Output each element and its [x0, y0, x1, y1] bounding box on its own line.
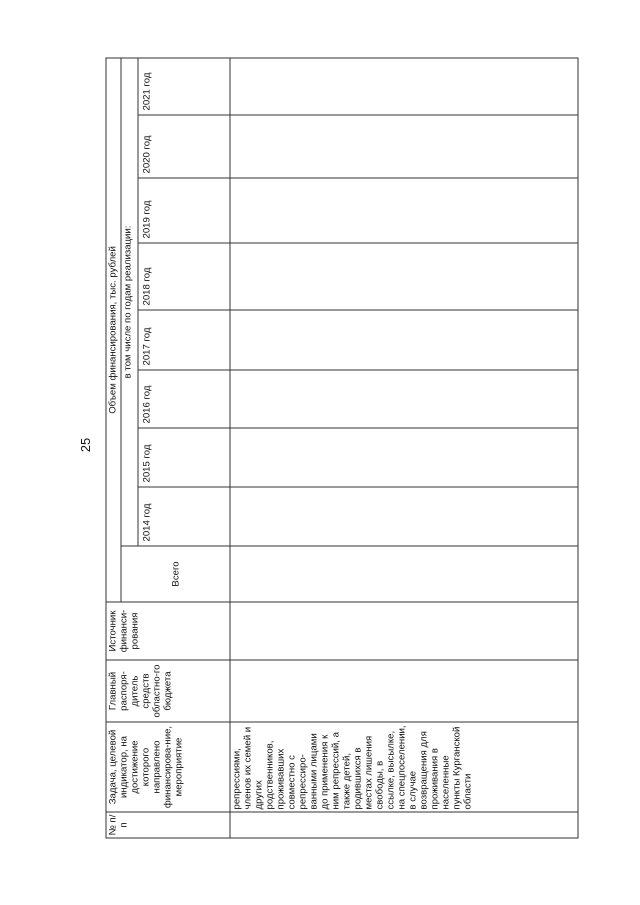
cell-num [229, 811, 578, 838]
cell-task: репрессиями, членов их семей и других ро… [229, 721, 578, 812]
header-year: 2016 год [137, 369, 230, 428]
header-year: 2017 год [137, 309, 230, 370]
header-year: 2020 год [137, 114, 230, 178]
funding-table: № п/п Задача, целевой индикатор, на дост… [105, 57, 578, 838]
cell-manager [229, 659, 578, 722]
header-num: № п/п [105, 811, 230, 838]
cell-total [229, 545, 578, 602]
table-row: репрессиями, членов их семей и других ро… [229, 57, 578, 838]
cell-year [229, 427, 578, 487]
cell-year [229, 177, 578, 243]
cell-source [229, 601, 578, 660]
header-manager: Главный распоря-дитель средств областно-… [105, 659, 230, 722]
rotated-table-container: № п/п Задача, целевой индикатор, на дост… [105, 57, 578, 838]
header-year: 2014 год [137, 486, 230, 546]
header-year: 2021 год [137, 57, 230, 115]
header-total: Всего [120, 545, 230, 602]
header-funding: Объем финансирования, тыс. рублей [105, 57, 121, 602]
header-source: Источник финанси-рования [105, 601, 230, 660]
cell-year [229, 57, 578, 115]
header-year: 2019 год [137, 177, 230, 243]
page-number: 25 [78, 437, 93, 453]
cell-year [229, 114, 578, 178]
cell-year [229, 309, 578, 370]
header-year: 2015 год [137, 427, 230, 487]
cell-year [229, 369, 578, 428]
header-by-years: в том числе по годам реализации: [120, 57, 138, 546]
header-year: 2018 год [137, 242, 230, 310]
header-task: Задача, целевой индикатор, на достижение… [105, 721, 230, 812]
cell-year [229, 486, 578, 546]
cell-year [229, 242, 578, 310]
